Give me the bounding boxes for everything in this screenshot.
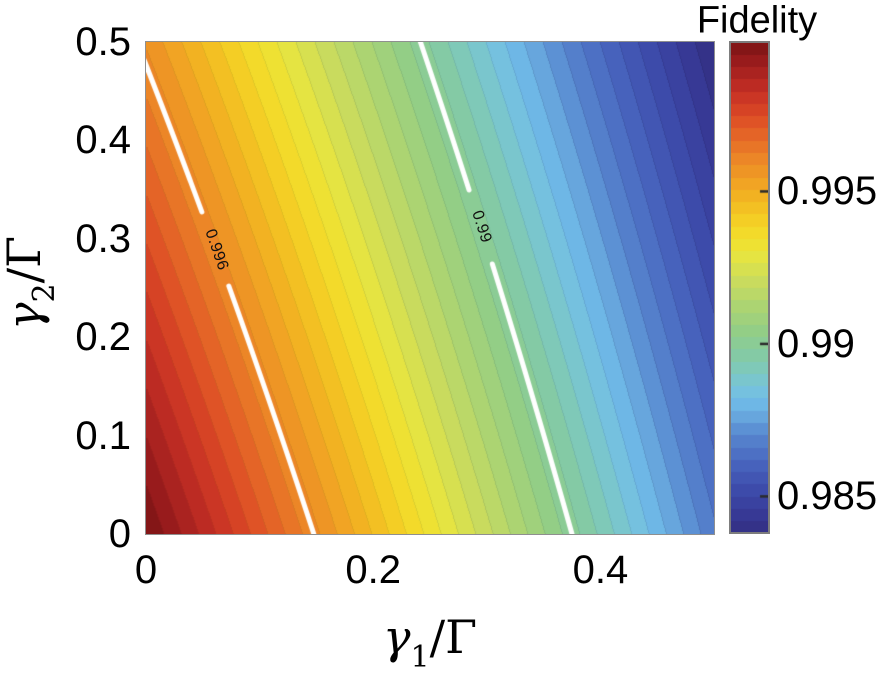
- colorbar-tick-label-0.985: 0.985: [777, 474, 877, 519]
- x-axis-label-gamma: γ: [382, 610, 411, 664]
- x-tick-label-0: 0: [134, 548, 158, 592]
- x-tick-label-0.4: 0.4: [572, 548, 629, 592]
- colorbar-title: Fidelity: [696, 0, 818, 42]
- y-tick-label-0.1: 0.1: [75, 413, 131, 458]
- colorbar-tick-label-0.99: 0.99: [777, 321, 855, 366]
- x-axis-label: γ1/Γ: [383, 614, 477, 673]
- y-axis-label-sub: 2: [27, 283, 62, 303]
- colorbar: [729, 41, 770, 534]
- x-axis-label-rest: /Γ: [429, 610, 478, 664]
- y-tick-label-0.2: 0.2: [75, 315, 131, 360]
- x-axis-label-sub: 1: [410, 640, 430, 673]
- colorbar-tick-label-0.995: 0.995: [777, 169, 877, 214]
- y-tick-label-0.3: 0.3: [75, 216, 131, 261]
- y-tick-label-0.5: 0.5: [75, 20, 131, 64]
- colorbar-canvas: [730, 42, 769, 533]
- contour-heatmap-canvas: [146, 42, 714, 534]
- x-tick-label-0.2: 0.2: [345, 548, 401, 592]
- plot-area: 0.996 0.99: [145, 41, 715, 535]
- y-tick-label-0: 0: [108, 512, 131, 556]
- y-tick-label-0.4: 0.4: [75, 118, 131, 163]
